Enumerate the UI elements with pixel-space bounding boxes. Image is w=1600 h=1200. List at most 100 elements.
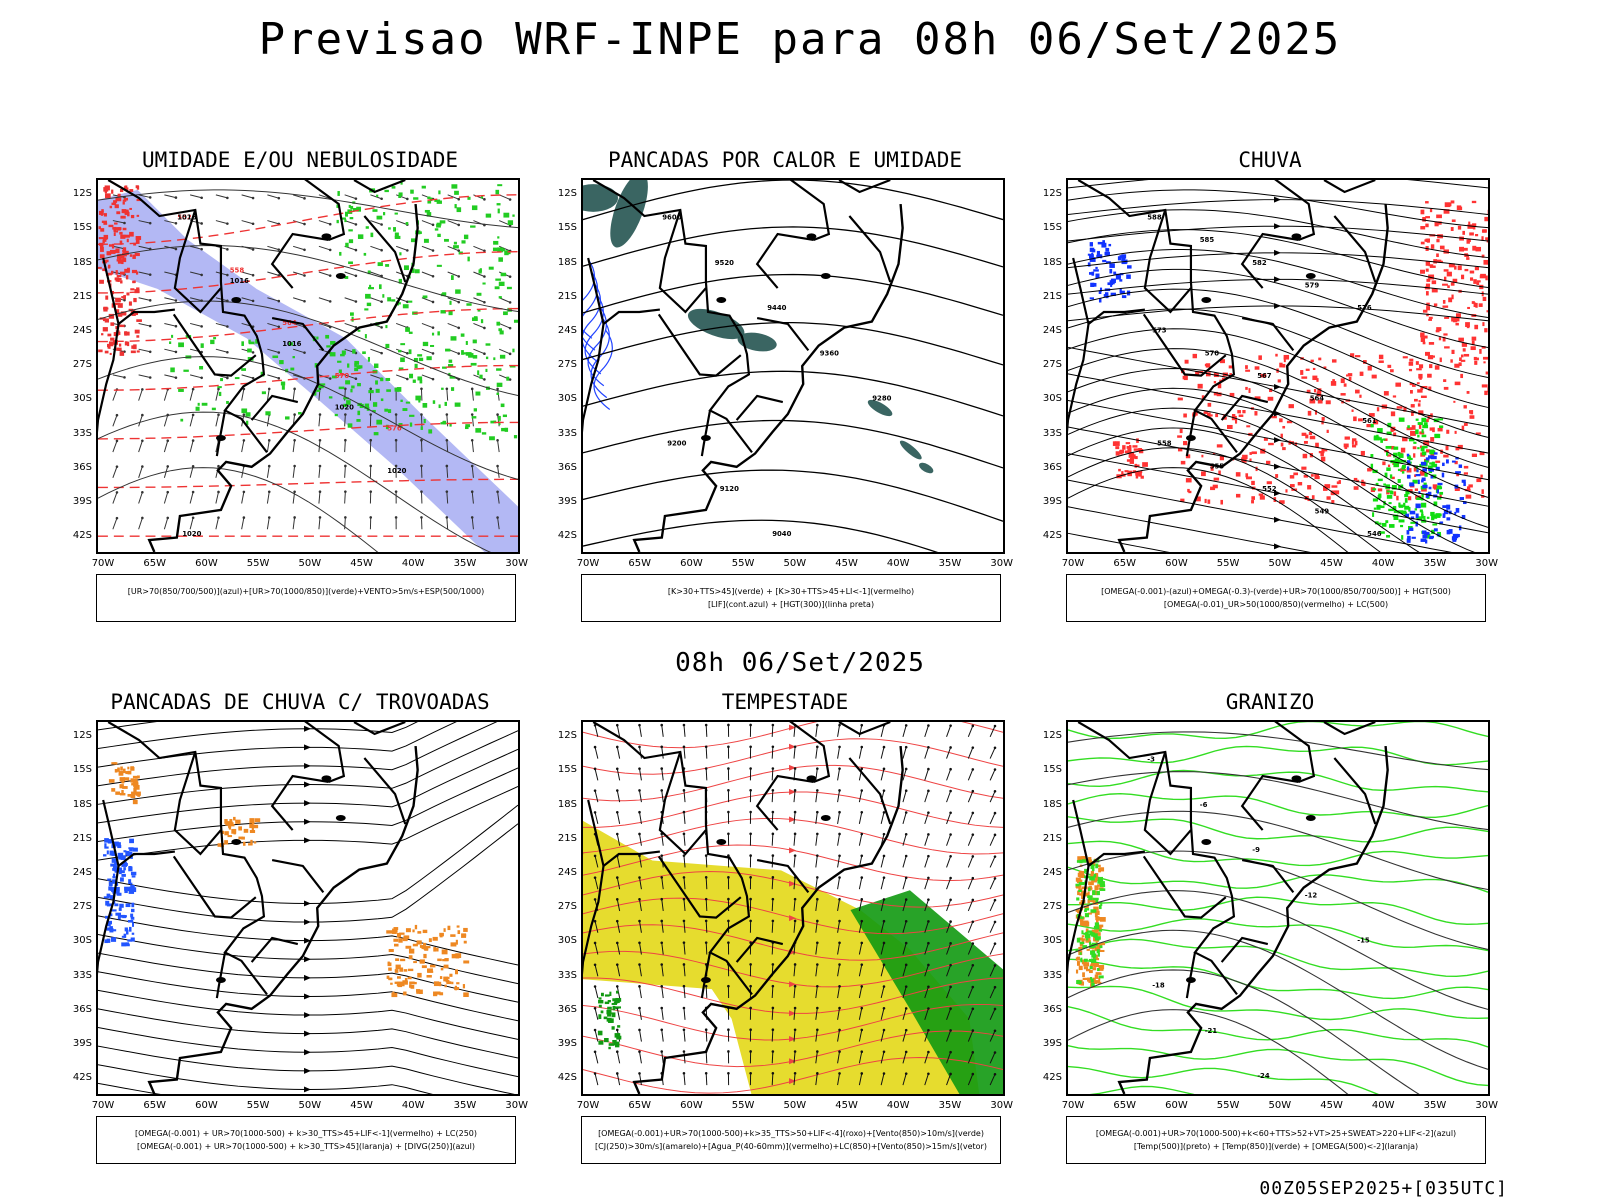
lat-tick-label: 42S [72,1072,92,1084]
contour-label: 9200 [667,440,686,448]
contour-label: 558 [1157,440,1172,448]
contour-label: -3 [1147,756,1155,764]
contour-label: 570 [1205,349,1220,357]
contour-label: 549 [1315,508,1330,516]
lon-tick-label: 60W [195,1100,218,1111]
lat-tick-label: 24S [1042,866,1062,878]
lat-tick-label: 15S [1042,222,1062,234]
lat-tick-label: 30S [1042,935,1062,947]
contour-label: 1016 [177,214,196,222]
map-plot: 588 585 582 579 576 573 570 567 564 561 558 555 552 5… [1066,178,1490,554]
lon-tick-label: 55W [1216,558,1240,569]
lat-tick-label: 18S [557,256,577,268]
lon-tick-label: 35W [453,558,477,569]
lat-tick-label: 27S [1042,901,1062,913]
contour-label: -12 [1305,891,1318,899]
run-time-footer: 00Z05SEP2025+[035UTC] [1259,1178,1508,1199]
lat-tick-label: 12S [72,188,92,200]
contour-label: -9 [1252,846,1260,854]
lon-tick-label: 65W [1113,1100,1137,1111]
contour-label: 1020 [387,467,406,475]
lat-tick-label: 18S [1042,256,1062,268]
lat-tick-label: 27S [557,901,577,913]
lat-tick-label: 36S [72,1003,92,1015]
panel-title: TEMPESTADE [721,690,849,714]
map-panel-4: PANCADAS DE CHUVA C/ TROVOADAS 12S 15S 18S 2… [60,690,540,1164]
contour-label: 573 [1152,327,1167,335]
contour-label: 582 [1252,259,1267,267]
lon-tick-label: 50W [298,1100,322,1111]
lat-tick-label: 21S [1042,832,1062,844]
lat-tick-label: 42S [557,530,577,542]
legend-box: [UR>70(850/700/500)](azul)+[UR>70(1000/8… [96,574,516,622]
lat-tick-label: 18S [72,798,92,810]
map-panel-1: UMIDADE E/OU NEBULOSIDADE 552 558 564 570 576… [60,148,540,622]
contour-label: -18 [1152,982,1165,990]
lat-tick-label: 42S [1042,530,1062,542]
legend-text: [OMEGA(-0.001) + UR>70(1000-500) + k>30_… [134,1129,478,1138]
lat-tick-label: 18S [72,256,92,268]
lon-tick-label: 45W [835,558,858,569]
lat-tick-label: 33S [1042,969,1062,981]
lat-tick-label: 36S [72,461,92,473]
contour-label: 546 [1367,530,1382,538]
lat-tick-label: 36S [557,1003,577,1015]
lat-tick-label: 24S [1042,324,1062,336]
lon-tick-label: 65W [628,558,652,569]
contour-label: 9360 [820,349,839,357]
map-panel-3: CHUVA 588 585 582 579 576 573 570 567 564 561 558 55… [1030,148,1510,622]
lon-tick-label: 30W [505,1100,528,1111]
lon-tick-label: 60W [195,558,218,569]
lon-tick-label: 35W [938,1100,962,1111]
main-title: Previsao WRF-INPE para 08h 06/Set/2025 [258,14,1342,65]
legend-box: [K>30+TTS>45](verde) + [K>30+TTS>45+LI<-… [581,574,1001,622]
lat-tick-label: 39S [1042,1037,1062,1049]
lat-tick-label: 15S [557,764,577,776]
contour-label: -15 [1357,936,1370,944]
lat-tick-label: 42S [1042,1072,1062,1084]
lat-tick-label: 27S [72,901,92,913]
lon-tick-label: 40W [886,558,910,569]
lon-tick-label: 45W [350,1100,373,1111]
lon-tick-label: 65W [628,1100,652,1111]
lon-tick-label: 70W [91,1100,115,1111]
lat-tick-label: 30S [72,935,92,947]
lon-tick-label: 30W [990,558,1013,569]
lon-tick-label: 40W [1371,558,1395,569]
lat-tick-label: 30S [557,935,577,947]
legend-text: [OMEGA(-0.001)-(azul)+OMEGA(-0.3)-(verde… [1101,587,1451,596]
lat-tick-label: 30S [1042,393,1062,405]
legend-text: [OMEGA(-0.001)+UR>70(1000-500)+k<60+TTS>… [1095,1129,1457,1138]
lon-tick-label: 60W [680,558,703,569]
lat-tick-label: 12S [557,730,577,742]
panel-title: PANCADAS DE CHUVA C/ TROVOADAS [110,690,490,714]
lat-tick-label: 39S [72,495,92,507]
map-panel-6: GRANIZO -3 -6 -9 -12 -15 -18 -21 -24 12S 15S 18S 21S… [1030,690,1510,1164]
lon-tick-label: 55W [731,558,755,569]
contour-label: 9440 [767,304,786,312]
lon-tick-label: 45W [1320,558,1343,569]
lat-tick-label: 33S [72,427,92,439]
legend-text: [OMEGA(-0.001)+UR>70(1000-500)+k>35_TTS>… [598,1129,984,1138]
lat-tick-label: 33S [1042,427,1062,439]
lon-tick-label: 70W [1061,558,1085,569]
lat-tick-label: 24S [72,866,92,878]
lon-tick-label: 50W [1268,1100,1292,1111]
map-panel-2: PANCADAS POR CALOR E UMIDADE 9600 9520 9440… [545,148,1025,622]
legend-text: [K>30+TTS>45](verde) + [K>30+TTS>45+LI<-… [667,587,915,596]
panel-title: CHUVA [1238,148,1302,172]
lon-tick-label: 55W [246,558,270,569]
contour-label: 9520 [715,259,734,267]
contour-label: 579 [1305,281,1320,289]
lat-tick-label: 12S [72,730,92,742]
map-plot [581,720,1005,1096]
lat-tick-label: 18S [557,798,577,810]
lon-tick-label: 35W [938,558,962,569]
lon-tick-label: 45W [835,1100,858,1111]
lon-tick-label: 60W [1165,558,1188,569]
contour-label: 588 [1147,214,1162,222]
contour-label: 9120 [720,485,739,493]
lat-tick-label: 21S [72,290,92,302]
panel-title: GRANIZO [1225,690,1315,714]
lat-tick-label: 42S [72,530,92,542]
